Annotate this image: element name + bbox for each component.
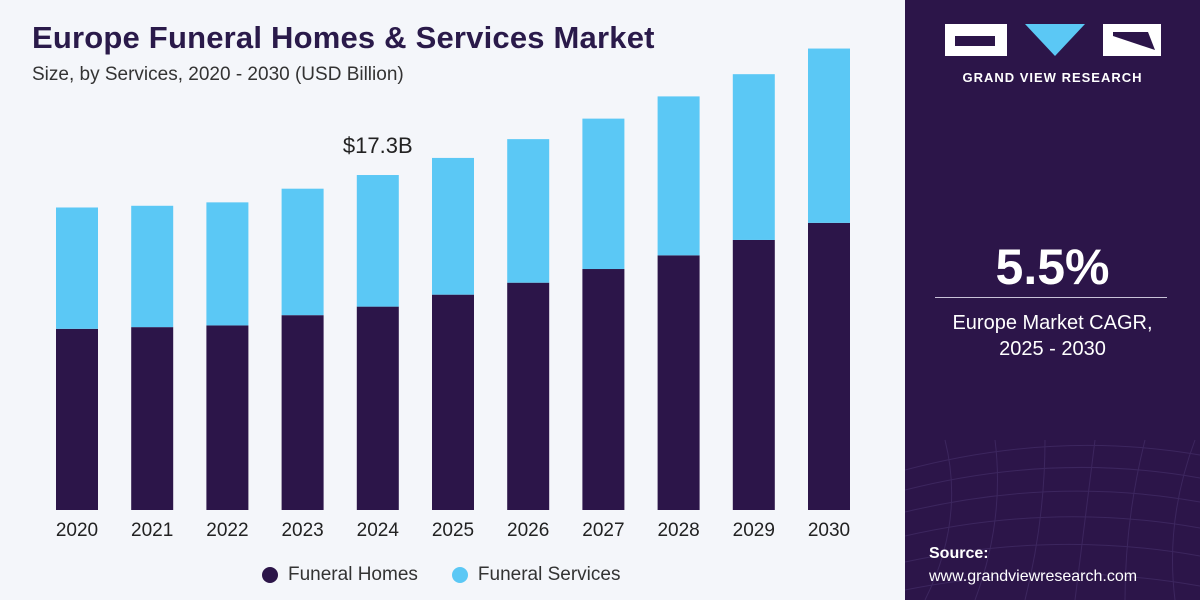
chart-panel: Europe Funeral Homes & Services Market S… <box>0 0 905 600</box>
bar-funeral-homes-2029 <box>732 239 775 511</box>
bar-funeral-services-2020 <box>56 207 98 329</box>
source-title: Source: <box>929 545 989 562</box>
legend-swatch-funeral-services <box>451 567 468 583</box>
x-tick-label-2024: 2024 <box>357 520 400 541</box>
bar-chart: 2020 2021 2022 2023 2024 2025 2026 2027 2028 2029… <box>56 48 850 541</box>
x-tick-label-2027: 2027 <box>582 520 624 541</box>
bar-funeral-homes-2030 <box>808 222 850 510</box>
x-tick-label-2030: 2030 <box>808 520 850 541</box>
bar-funeral-services-2029 <box>732 74 775 240</box>
bar-funeral-homes-2025 <box>432 294 474 510</box>
chart-title: Europe Funeral Homes & Services Market <box>32 20 655 55</box>
cagr-value: 5.5% <box>995 239 1110 295</box>
x-tick-label-2029: 2029 <box>733 520 775 541</box>
bar-funeral-homes-2026 <box>507 282 550 510</box>
bar-funeral-homes-2023 <box>281 315 324 510</box>
bar-funeral-services-2027 <box>582 118 625 270</box>
info-sidebar: GRAND VIEW RESEARCH 5.5% Europe Market C… <box>905 0 1200 600</box>
x-tick-label-2023: 2023 <box>281 520 323 541</box>
data-label-2024: $17.3B <box>343 133 413 158</box>
background-grid-pattern <box>905 439 1200 600</box>
cagr-label-line2: 2025 - 2030 <box>999 338 1106 360</box>
bar-funeral-services-2024 <box>356 175 399 307</box>
bar-funeral-homes-2020 <box>56 328 98 510</box>
bar-funeral-homes-2028 <box>657 255 700 510</box>
x-tick-label-2028: 2028 <box>657 520 699 541</box>
brand-name: GRAND VIEW RESEARCH <box>962 70 1143 85</box>
bar-funeral-services-2022 <box>206 202 249 326</box>
bar-funeral-services-2030 <box>808 48 850 223</box>
bar-funeral-services-2023 <box>281 188 324 316</box>
legend-label-funeral-homes: Funeral Homes <box>288 564 418 585</box>
grand-view-research-logo <box>945 24 1161 56</box>
cagr-label-line1: Europe Market CAGR, <box>952 312 1153 334</box>
bar-funeral-homes-2022 <box>206 325 249 510</box>
cagr-label: Europe Market CAGR, 2025 - 2030 <box>905 310 1200 362</box>
bar-funeral-services-2021 <box>131 205 174 328</box>
chart-legend: Funeral Homes Funeral Services <box>262 563 654 587</box>
source-url[interactable]: www.grandviewresearch.com <box>929 568 1138 585</box>
bar-funeral-homes-2027 <box>582 269 625 510</box>
legend-swatch-funeral-homes <box>262 567 278 583</box>
x-tick-label-2026: 2026 <box>507 520 549 541</box>
bar-funeral-homes-2024 <box>356 306 399 510</box>
bar-funeral-homes-2021 <box>131 327 174 510</box>
x-tick-label-2020: 2020 <box>56 520 98 541</box>
bar-funeral-services-2028 <box>657 96 700 256</box>
legend-label-funeral-services: Funeral Services <box>477 564 621 585</box>
bar-funeral-services-2026 <box>507 139 550 283</box>
chart-subtitle: Size, by Services, 2020 - 2030 (USD Bill… <box>32 64 404 85</box>
x-tick-label-2022: 2022 <box>206 520 248 541</box>
x-tick-label-2021: 2021 <box>131 520 173 541</box>
x-tick-label-2025: 2025 <box>432 520 474 541</box>
legend-item-funeral-homes: Funeral Homes <box>262 564 418 586</box>
cagr-divider <box>935 297 1167 298</box>
bar-funeral-services-2025 <box>432 157 474 295</box>
legend-item-funeral-services: Funeral Services <box>451 564 621 586</box>
